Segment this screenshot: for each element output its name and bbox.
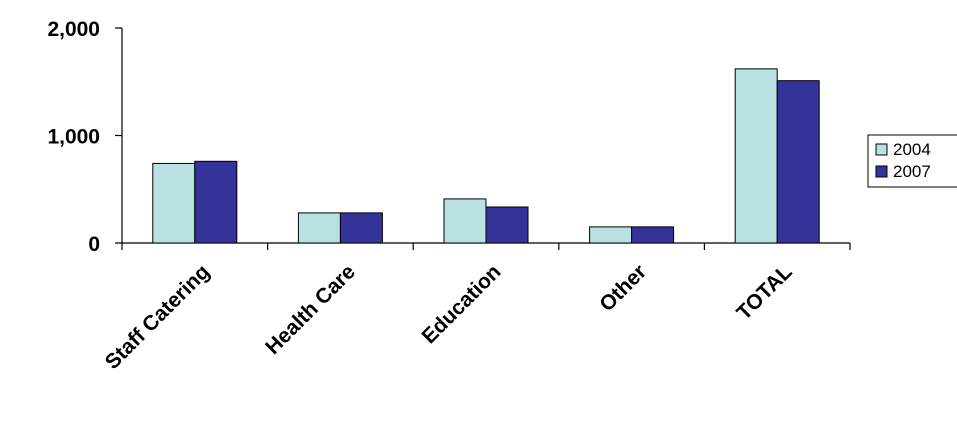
y-axis-tick-labels: 0 1,000 2,000 (47, 18, 100, 256)
x-category-label: Staff Catering (101, 260, 215, 374)
bar-2004-staff-catering (152, 162, 196, 244)
legend-swatch-2007 (875, 165, 888, 178)
x-category-label: Other (595, 260, 651, 316)
y-tick-label: 2,000 (47, 18, 100, 41)
bar-2007-staff-catering (194, 160, 238, 244)
legend-label: 2004 (893, 140, 931, 159)
y-tick-label: 0 (88, 233, 100, 256)
bar-2007-health-care (339, 212, 383, 244)
x-category-label: Education (417, 260, 505, 348)
legend: 2004 2007 (867, 134, 957, 188)
x-category-label: Health Care (261, 260, 360, 359)
bar-2004-other (589, 226, 633, 244)
bar-2007-other (631, 226, 675, 244)
legend-swatch-2004 (875, 143, 888, 156)
legend-label: 2007 (893, 162, 931, 181)
x-axis-category-labels: Staff Catering Health Care Education Other T… (101, 260, 797, 374)
bar-2004-education (443, 198, 487, 244)
bar-2007-education (485, 206, 529, 244)
bar-2007-total (776, 80, 820, 244)
bar-2004-health-care (297, 212, 341, 244)
y-tick-label: 1,000 (47, 126, 100, 149)
bars (152, 68, 820, 244)
x-category-label: TOTAL (732, 260, 797, 325)
bar-2004-total (734, 68, 778, 244)
